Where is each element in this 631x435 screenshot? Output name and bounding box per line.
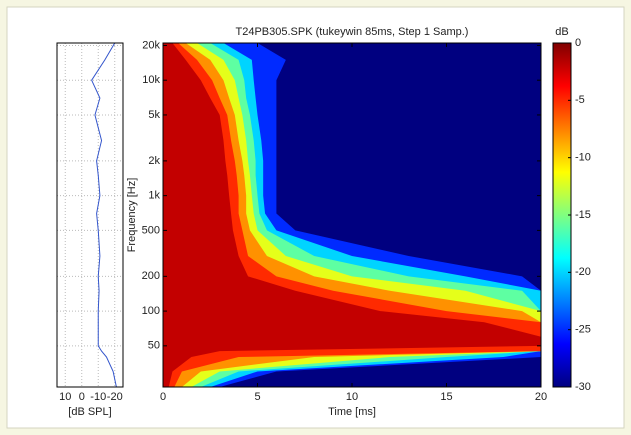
y-tick-label: 50 bbox=[148, 340, 160, 352]
response-frame bbox=[56, 42, 124, 388]
colorbar-tick-label: -10 bbox=[575, 152, 591, 164]
y-tick-label: 100 bbox=[142, 305, 160, 317]
colorbar-tick-label: -25 bbox=[575, 324, 591, 336]
x-tick-label: 10 bbox=[346, 391, 358, 403]
x-tick-label: 5 bbox=[254, 391, 260, 403]
response-x-tick-label: -20 bbox=[107, 391, 123, 403]
colorbar-tick-label: 0 bbox=[575, 37, 581, 49]
colorbar-tick-label: -30 bbox=[575, 381, 591, 393]
response-x-tick-label: 10 bbox=[59, 391, 71, 403]
y-axis-label: Frequency [Hz] bbox=[126, 178, 138, 253]
y-tick-label: 5k bbox=[148, 109, 160, 121]
response-x-tick-label: 0 bbox=[79, 391, 85, 403]
response-line bbox=[91, 43, 117, 387]
contour-band bbox=[163, 43, 541, 387]
response-group bbox=[91, 43, 117, 387]
chart-title: T24PB305.SPK (tukeywin 85ms, Step 1 Samp… bbox=[236, 26, 469, 38]
y-tick-label: 500 bbox=[142, 224, 160, 236]
colorbar-tick-label: -15 bbox=[575, 209, 591, 221]
x-tick-label: 20 bbox=[535, 391, 547, 403]
y-tick-label: 10k bbox=[142, 74, 160, 86]
y-tick-label: 2k bbox=[148, 155, 160, 167]
x-tick-label: 15 bbox=[440, 391, 452, 403]
response-x-label: [dB SPL] bbox=[68, 406, 111, 418]
colorbar-tick-label: -5 bbox=[575, 94, 585, 106]
y-tick-label: 1k bbox=[148, 190, 160, 202]
spectrogram bbox=[163, 43, 541, 387]
x-tick-label: 0 bbox=[160, 391, 166, 403]
y-tick-label: 20k bbox=[142, 39, 160, 51]
colorbar-tick-label: -20 bbox=[575, 266, 591, 278]
y-tick-label: 200 bbox=[142, 270, 160, 282]
response-x-tick-label: -10 bbox=[90, 391, 106, 403]
colorbar-title: dB bbox=[555, 26, 568, 38]
x-axis-label: Time [ms] bbox=[328, 406, 376, 418]
